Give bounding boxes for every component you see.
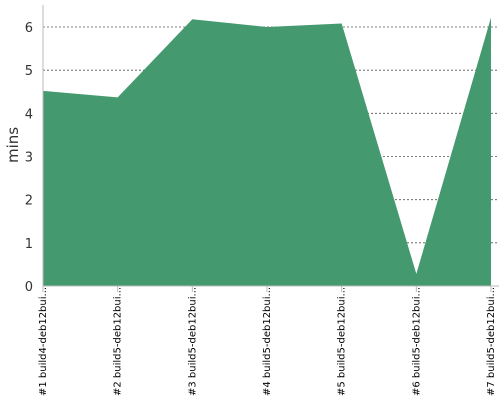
x-tick-label-6: #6 build5-deb12bui...	[411, 287, 422, 396]
y-axis-title: mins	[4, 127, 22, 163]
x-tick-label-1: #1 build4-deb12bui...	[38, 287, 49, 396]
x-tick-label-4: #4 build5-deb12bui...	[262, 287, 273, 396]
x-tick-label-5: #5 build5-deb12bui...	[337, 287, 348, 396]
x-tick-labels: #1 build4-deb12bui... #2 build5-deb12bui.…	[38, 287, 497, 396]
y-tick-label-6: 6	[25, 21, 33, 36]
y-tick-label-3: 3	[25, 151, 33, 166]
y-tick-label-0: 0	[25, 280, 33, 295]
x-tick-label-2: #2 build5-deb12bui...	[113, 287, 124, 396]
y-tick-label-2: 2	[25, 194, 33, 209]
y-tick-labels: 0 1 2 3 4 5 6	[25, 21, 33, 295]
y-tick-label-4: 4	[25, 107, 33, 122]
x-tick-label-7: #7 build5-deb12bui...	[486, 287, 497, 396]
y-tick-label-5: 5	[25, 64, 33, 79]
series-area-fill	[43, 17, 491, 287]
axes	[42, 5, 499, 292]
y-tick-label-1: 1	[25, 237, 33, 252]
series-area	[42, 17, 492, 287]
x-tick-label-3: #3 build5-deb12bui...	[187, 287, 198, 396]
